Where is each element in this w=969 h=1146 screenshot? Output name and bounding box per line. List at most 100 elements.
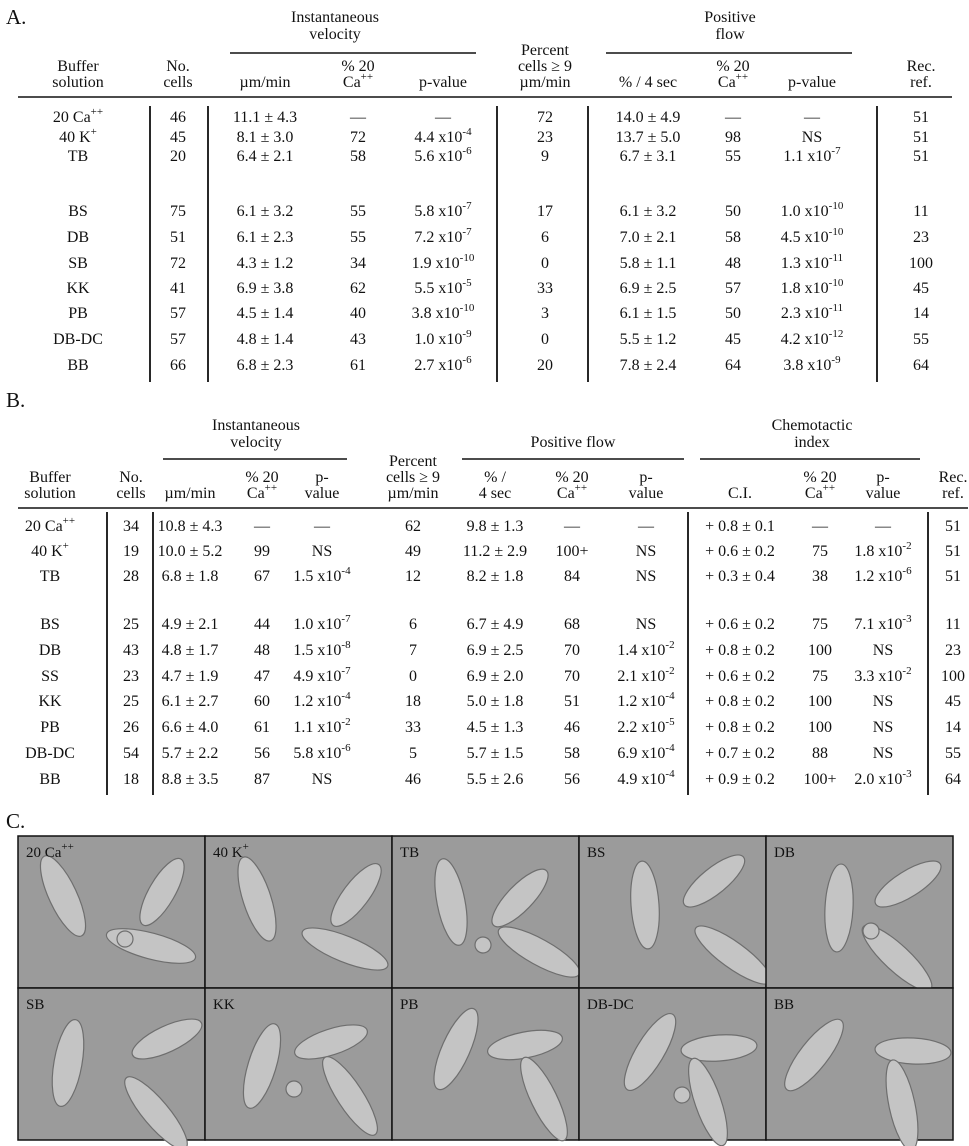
column-header: Ca++	[718, 71, 748, 91]
panel-caption: BS	[587, 845, 605, 861]
row-header-main: 40 K	[59, 129, 91, 146]
table-cell: 6	[409, 616, 417, 633]
table-cell: 62	[405, 518, 421, 535]
table-cell: 3.3 x10-2	[854, 665, 911, 685]
column-header: ref.	[942, 485, 964, 502]
group-header: Chemotactic	[772, 417, 853, 434]
table-cell: 4.3 ± 1.2	[237, 255, 294, 272]
row-header: DB	[67, 229, 89, 246]
table-cell: 46	[170, 109, 186, 126]
table-cell: 1.0 x10-7	[293, 613, 351, 633]
table-cell: 46	[405, 771, 421, 788]
table-cell: 5.8 x10-7	[414, 200, 472, 220]
panel-caption: TB	[400, 845, 419, 861]
table-cell-main: 1.1 x10	[783, 148, 831, 165]
table-cell: 55	[725, 148, 741, 165]
table-cell: 43	[350, 331, 366, 348]
figure: A. B. C. InstantaneousvelocityPositivefl…	[0, 0, 969, 1146]
table-cell: 72	[537, 109, 553, 126]
table-cell-sup: -2	[902, 665, 911, 677]
column-header: µm/min	[520, 74, 571, 91]
group-header: Positive flow	[531, 434, 616, 451]
table-cell: 23	[913, 229, 929, 246]
table-cell-sup: -7	[341, 613, 351, 625]
group-header: Instantaneous	[212, 417, 300, 434]
column-header: cells ≥ 9	[518, 58, 572, 75]
table-cell: 56	[564, 771, 580, 788]
column-header-main: Ca	[557, 485, 575, 502]
table-cell: 9	[541, 148, 549, 165]
table-cell: 100	[808, 693, 832, 710]
table-cell: 33	[405, 719, 421, 736]
table-cell: 11	[913, 203, 928, 220]
table-cell: —	[563, 518, 581, 535]
table-cell: 100	[808, 642, 832, 659]
panel-caption: DB-DC	[587, 997, 634, 1013]
table-cell-sup: -4	[462, 126, 472, 138]
table-cell: 100+	[555, 543, 588, 560]
table-cell: 49	[405, 543, 421, 560]
table-cell: 6.9 ± 2.5	[467, 642, 524, 659]
table-cell: 1.5 x10-4	[293, 565, 351, 585]
table-cell-main: 1.2 x10	[854, 568, 902, 585]
table-cell-sup: -3	[902, 613, 912, 625]
table-cell: 48	[725, 255, 741, 272]
table-cell: 1.1 x10-2	[293, 716, 350, 736]
table-cell: 68	[564, 616, 580, 633]
table-cell: 55	[913, 331, 929, 348]
table-cell: 64	[725, 357, 741, 374]
row-header-main: 20 Ca	[25, 518, 63, 535]
panel-caption-main: 40 K	[213, 845, 243, 861]
table-cell: 100	[909, 255, 933, 272]
row-header: 20 Ca++	[53, 106, 103, 126]
row-header-sup: ++	[91, 106, 103, 118]
table-cell: 4.8 ± 1.4	[237, 331, 294, 348]
table-cell: 9.8 ± 1.3	[467, 518, 524, 535]
micrograph-panel	[18, 988, 205, 1140]
column-header-sup: ++	[575, 482, 587, 494]
table-cell-main: 1.4 x10	[617, 642, 665, 659]
table-cell-sup: -2	[341, 716, 350, 728]
table-cell-main: 5.6 x10	[414, 148, 462, 165]
table-cell: 6.6 ± 4.0	[162, 719, 219, 736]
table-cell: 44	[254, 616, 270, 633]
table-cell: —	[253, 518, 271, 535]
table-cell: 14	[945, 719, 961, 736]
panel-caption: KK	[213, 997, 235, 1013]
table-cell: 5.5 ± 1.2	[620, 331, 677, 348]
table-cell-main: 3.8 x10	[412, 305, 460, 322]
table-cell: 100+	[803, 771, 836, 788]
table-cell: 7.0 ± 2.1	[620, 229, 677, 246]
table-cell-sup: -2	[902, 540, 911, 552]
panel-caption-sup: ++	[61, 841, 73, 853]
table-cell: —	[434, 109, 452, 126]
table-cell: 45	[170, 129, 186, 146]
group-header: index	[794, 434, 830, 451]
cell-shape	[117, 931, 133, 947]
table-cell-main: 2.0 x10	[854, 771, 902, 788]
column-header-sup: ++	[736, 71, 748, 83]
table-cell-main: 4.9 x10	[293, 668, 341, 685]
column-header: Ca++	[247, 482, 277, 502]
table-cell-sup: -7	[831, 145, 841, 157]
table-cell: 51	[945, 518, 961, 535]
column-header: 4 sec	[479, 485, 511, 502]
table-cell: 57	[170, 305, 186, 322]
table-cell: 6.1 ± 1.5	[620, 305, 677, 322]
table-cell: 7.1 x10-3	[854, 613, 912, 633]
table-cell-main: 1.0 x10	[781, 203, 829, 220]
table-cell: 0	[541, 255, 549, 272]
table-cell-sup: -4	[341, 565, 351, 577]
table-cell: 4.5 x10-10	[781, 226, 844, 246]
table-cell: 4.9 x10-4	[617, 768, 675, 788]
table-cell: 55	[945, 745, 961, 762]
table-cell: 75	[812, 616, 828, 633]
row-header: PB	[40, 719, 60, 736]
table-cell: 4.5 ± 1.4	[237, 305, 294, 322]
table-cell: NS	[636, 543, 656, 560]
table-cell: 5.0 ± 1.8	[467, 693, 524, 710]
panel-label: B.	[6, 388, 25, 412]
column-header: No.	[119, 469, 143, 486]
table-cell: 75	[170, 203, 186, 220]
row-header-main: 20 Ca	[53, 109, 91, 126]
